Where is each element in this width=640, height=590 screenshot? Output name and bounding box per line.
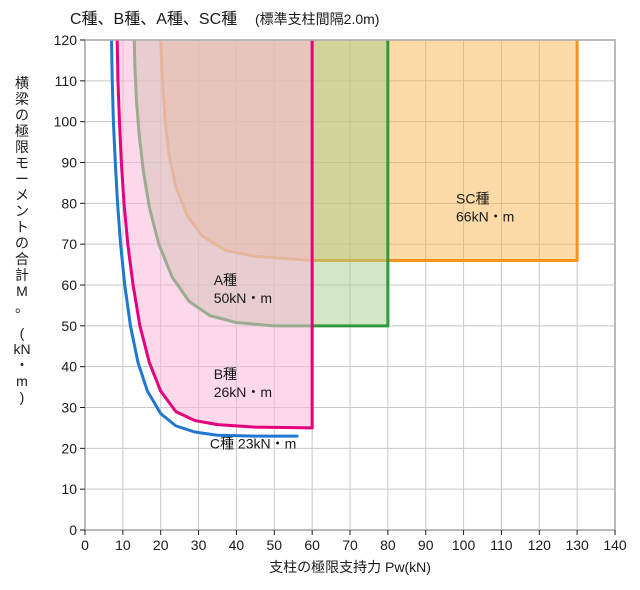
x-tick-label: 110 [490, 537, 513, 553]
x-tick-label: 70 [342, 537, 358, 553]
x-axis-label: 支柱の極限支持力 Pw(kN) [269, 559, 431, 575]
y-tick-label: 40 [61, 359, 77, 375]
y-axis-label: ー [15, 171, 29, 187]
region-label2-a: 50kN・m [214, 290, 272, 306]
y-tick-label: 110 [55, 73, 78, 89]
region-label2-b: 26kN・m [214, 384, 272, 400]
y-tick-label: 120 [54, 32, 78, 48]
y-tick-label: 90 [61, 155, 77, 171]
y-axis-label: 梁 [15, 91, 29, 107]
x-tick-label: 130 [565, 537, 589, 553]
x-tick-label: 140 [603, 537, 627, 553]
y-axis-unit: ) [20, 389, 25, 405]
y-tick-label: 70 [61, 236, 77, 252]
x-tick-label: 60 [304, 537, 320, 553]
y-axis-unit: ( [20, 325, 25, 341]
chart: C種、B種、A種、SC種(標準支柱間隔2.0m)SC種66kN・mA種50kN・… [0, 0, 640, 590]
region-label-b: B種 [214, 366, 237, 382]
x-tick-label: 0 [81, 537, 89, 553]
y-tick-label: 50 [61, 318, 77, 334]
x-tick-label: 10 [115, 537, 131, 553]
y-axis-label: 横 [15, 75, 29, 91]
y-tick-label: 0 [69, 522, 77, 538]
region-label2-sc: 66kN・m [456, 208, 514, 224]
x-tick-label: 120 [528, 537, 552, 553]
x-tick-label: 90 [418, 537, 434, 553]
y-tick-label: 80 [61, 195, 77, 211]
y-axis-label: の [15, 235, 29, 251]
x-tick-label: 30 [191, 537, 207, 553]
y-axis-label: モ [15, 155, 29, 171]
y-axis-label: M [16, 283, 28, 299]
y-axis-unit: kN [13, 341, 30, 357]
x-tick-label: 40 [229, 537, 245, 553]
y-axis-label: ン [15, 203, 29, 219]
x-tick-label: 80 [380, 537, 396, 553]
x-tick-label: 100 [452, 537, 476, 553]
x-tick-label: 20 [153, 537, 169, 553]
region-label-c: C種 23kN・m [210, 435, 296, 451]
y-tick-label: 100 [54, 114, 78, 130]
y-axis-label: 計 [15, 267, 29, 283]
y-axis-label: 。 [15, 299, 29, 315]
y-axis-label: ト [15, 219, 29, 235]
chart-title: C種、B種、A種、SC種 [70, 10, 237, 28]
y-tick-label: 60 [61, 277, 77, 293]
region-label-sc: SC種 [456, 190, 489, 206]
x-tick-label: 50 [266, 537, 282, 553]
y-axis-unit: ・ [15, 357, 29, 373]
region-label-a: A種 [214, 272, 237, 288]
y-axis-label: の [15, 107, 29, 123]
chart-subtitle: (標準支柱間隔2.0m) [255, 11, 379, 27]
y-axis-label: 合 [15, 251, 29, 267]
y-axis-label: メ [15, 187, 29, 203]
y-axis-label: 限 [15, 139, 29, 155]
y-tick-label: 10 [61, 481, 77, 497]
y-axis-label: 極 [15, 123, 29, 139]
y-tick-label: 30 [61, 400, 77, 416]
y-tick-label: 20 [61, 440, 77, 456]
y-axis-unit: m [16, 373, 28, 389]
